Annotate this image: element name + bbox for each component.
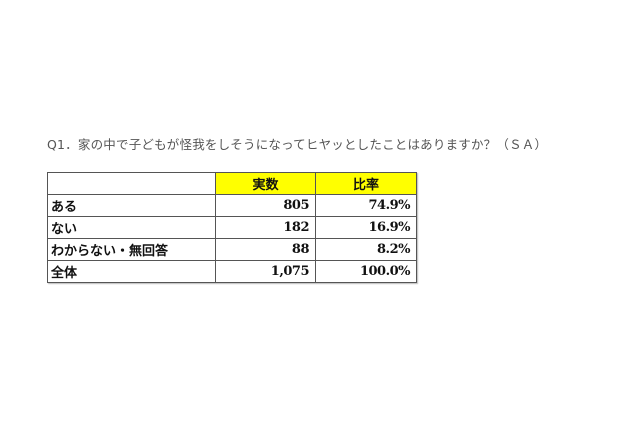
question-text: Q1．家の中で子どもが怪我をしそうになってヒヤッとしたことはありますか？（ＳＡ） (47, 137, 548, 152)
row-ratio: 74.9% (315, 194, 417, 217)
table-row: わからない・無回答 88 8.2% (47, 238, 417, 261)
header-ratio: 比率 (315, 172, 417, 195)
row-ratio: 100.0% (315, 260, 417, 283)
row-count: 182 (215, 216, 316, 239)
table-row: ある 805 74.9% (47, 194, 417, 217)
row-ratio: 8.2% (315, 238, 417, 261)
row-label: わからない・無回答 (47, 238, 216, 261)
row-ratio: 16.9% (315, 216, 417, 239)
table-row-total: 全体 1,075 100.0% (47, 260, 417, 283)
row-count: 88 (215, 238, 316, 261)
row-label: 全体 (47, 260, 216, 283)
results-table: 実数 比率 ある 805 74.9% ない 182 16.9% わからない・無回… (47, 172, 417, 283)
row-count: 1,075 (215, 260, 316, 283)
header-row: 実数 比率 (47, 172, 417, 195)
row-count: 805 (215, 194, 316, 217)
row-label: ない (47, 216, 216, 239)
header-blank (47, 172, 216, 195)
row-label: ある (47, 194, 216, 217)
header-count: 実数 (215, 172, 316, 195)
table-row: ない 182 16.9% (47, 216, 417, 239)
